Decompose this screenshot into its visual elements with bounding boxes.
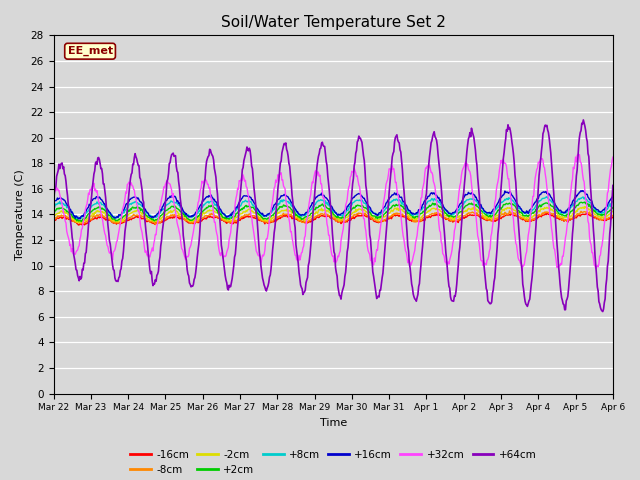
+8cm — [435, 199, 443, 205]
+32cm — [196, 187, 204, 193]
+32cm — [609, 154, 617, 160]
-16cm — [609, 215, 617, 220]
+64cm — [609, 182, 617, 188]
+32cm — [434, 210, 442, 216]
+32cm — [324, 232, 332, 238]
-16cm — [380, 217, 388, 223]
-16cm — [326, 214, 333, 219]
Legend: -16cm, -8cm, -2cm, +2cm, +8cm, +16cm, +32cm, +64cm: -16cm, -8cm, -2cm, +2cm, +8cm, +16cm, +3… — [126, 445, 541, 479]
Line: +8cm: +8cm — [54, 197, 613, 218]
Line: -8cm: -8cm — [54, 211, 613, 224]
-16cm — [582, 210, 590, 216]
+32cm — [518, 268, 526, 274]
-8cm — [435, 211, 443, 216]
+2cm — [581, 199, 589, 205]
-16cm — [197, 218, 205, 224]
+16cm — [197, 202, 205, 207]
+32cm — [172, 215, 180, 220]
+16cm — [76, 216, 84, 222]
-2cm — [435, 207, 443, 213]
-2cm — [77, 220, 84, 226]
Text: EE_met: EE_met — [67, 46, 113, 56]
+8cm — [173, 201, 181, 206]
+8cm — [609, 199, 617, 204]
-8cm — [173, 213, 181, 218]
-16cm — [50, 218, 58, 224]
+8cm — [559, 209, 567, 215]
+16cm — [50, 200, 58, 205]
+2cm — [435, 204, 443, 209]
-8cm — [380, 218, 388, 224]
Line: -16cm: -16cm — [54, 213, 613, 225]
+2cm — [50, 209, 58, 215]
X-axis label: Time: Time — [319, 418, 347, 428]
-2cm — [609, 208, 617, 214]
+64cm — [558, 295, 566, 300]
+8cm — [73, 216, 81, 221]
+2cm — [326, 205, 333, 211]
+32cm — [559, 253, 566, 259]
+16cm — [577, 188, 585, 193]
+2cm — [77, 219, 85, 225]
+64cm — [579, 117, 587, 123]
+64cm — [434, 152, 442, 157]
Line: +2cm: +2cm — [54, 202, 613, 222]
+16cm — [380, 204, 388, 210]
+2cm — [559, 212, 566, 217]
+64cm — [172, 163, 180, 169]
-16cm — [559, 216, 566, 222]
-2cm — [559, 214, 566, 219]
+16cm — [559, 209, 566, 215]
Line: +32cm: +32cm — [54, 154, 613, 271]
-2cm — [326, 210, 333, 216]
+32cm — [379, 204, 387, 209]
+16cm — [173, 199, 181, 204]
Y-axis label: Temperature (C): Temperature (C) — [15, 169, 25, 260]
+2cm — [609, 205, 617, 211]
+2cm — [380, 212, 388, 217]
+8cm — [326, 204, 333, 209]
Line: +64cm: +64cm — [54, 120, 613, 312]
+32cm — [50, 186, 58, 192]
-8cm — [50, 215, 58, 221]
Line: -2cm: -2cm — [54, 206, 613, 223]
-8cm — [326, 213, 333, 219]
-2cm — [197, 213, 205, 218]
+32cm — [574, 151, 582, 157]
+16cm — [326, 200, 333, 206]
+8cm — [197, 204, 205, 210]
-16cm — [435, 211, 443, 217]
+2cm — [197, 211, 205, 216]
+8cm — [543, 194, 550, 200]
-8cm — [506, 208, 513, 214]
+64cm — [599, 309, 607, 314]
-16cm — [74, 222, 82, 228]
+64cm — [379, 270, 387, 276]
-2cm — [173, 208, 181, 214]
Title: Soil/Water Temperature Set 2: Soil/Water Temperature Set 2 — [221, 15, 445, 30]
-8cm — [559, 216, 567, 221]
-2cm — [581, 204, 589, 209]
+16cm — [435, 194, 443, 200]
+64cm — [324, 180, 332, 186]
-8cm — [609, 212, 617, 218]
-8cm — [197, 216, 205, 221]
+2cm — [173, 205, 181, 211]
-8cm — [152, 221, 159, 227]
+64cm — [196, 219, 204, 225]
+64cm — [50, 202, 58, 207]
-16cm — [173, 215, 181, 220]
+8cm — [380, 208, 388, 214]
+16cm — [609, 193, 617, 199]
Line: +16cm: +16cm — [54, 191, 613, 219]
-2cm — [380, 213, 388, 219]
+8cm — [50, 205, 58, 211]
-2cm — [50, 214, 58, 219]
